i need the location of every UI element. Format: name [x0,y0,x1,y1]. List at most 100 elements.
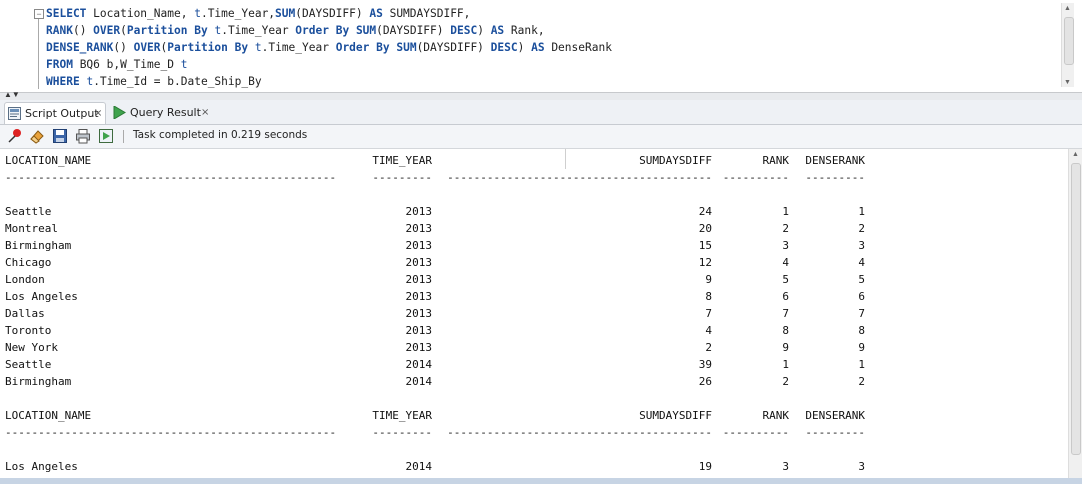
fold-toggle-icon[interactable]: − [34,9,44,19]
close-icon[interactable]: × [94,108,103,119]
cell: 2013 [405,290,433,303]
cell: 4 [782,256,789,269]
cell: 8 [782,324,789,337]
cell: ---------------------------------------- [447,426,712,439]
scroll-down-icon[interactable]: ▼ [1064,78,1071,86]
cell: SUMDAYSDIFF [639,409,712,422]
cell: 1 [782,205,789,218]
sql-token: t [86,75,94,88]
close-icon[interactable]: × [201,107,210,118]
print-icon[interactable] [75,128,91,144]
output-scrollbar[interactable]: ▲ [1068,149,1082,484]
sql-token: WHERE [46,75,80,88]
cell: 2014 [405,460,433,473]
cell: ----------------------------------------… [5,426,337,439]
cell: 12 [698,256,712,269]
sql-line[interactable]: RANK() OVER(Partition By t.Time_Year Ord… [46,22,612,39]
editor-scrollbar[interactable]: ▲ ▼ [1061,3,1074,87]
cell: 2013 [405,239,433,252]
sql-token: t [214,24,222,37]
sql-token: BQ6 b,W_Time_D [72,58,181,71]
scroll-up-icon[interactable]: ▲ [1072,150,1079,158]
sql-token: () [72,24,94,37]
sql-token: Partition By [126,24,208,37]
sql-token: ( [120,24,127,37]
cell: 2014 [405,358,433,371]
sql-code[interactable]: SELECT Location_Name, t.Time_Year,SUM(DA… [46,5,612,90]
cell: 2013 [405,222,433,235]
sql-token: (DAYSDIFF) [376,24,451,37]
sql-token: Location_Name, [86,7,195,20]
sql-token [248,41,255,54]
toolbar-separator [123,130,124,143]
cell: 2013 [405,205,433,218]
script-output-panel[interactable]: LOCATION_NAME TIME_YEAR SUMDAYSDIFF RANK DEN… [0,149,1068,484]
cell: Los Angeles [5,290,78,303]
bottom-edge-bar [0,478,1082,484]
cell: ----------------------------------------… [5,171,337,184]
cell: LOCATION_NAME [5,154,92,167]
cell: Los Angeles [5,460,78,473]
output-scroll-thumb[interactable] [1071,163,1081,455]
sql-line[interactable]: DENSE_RANK() OVER(Partition By t.Time_Ye… [46,39,612,56]
sql-token: Order By [335,41,390,54]
cell: DENSERANK [805,409,865,422]
scroll-up-icon[interactable]: ▲ [1064,4,1071,12]
cell: Toronto [5,324,52,337]
pin-icon[interactable] [7,128,23,144]
editor-gutter [0,0,30,92]
tab-query-result[interactable]: Query Result × [110,102,210,123]
cell: London [5,273,45,286]
cell: 19 [698,460,712,473]
save-icon[interactable] [52,128,68,144]
tab-script-output-label: Script Output [25,107,99,120]
cell: --------- [805,171,865,184]
sql-editor[interactable]: − SELECT Location_Name, t.Time_Year,SUM(… [0,0,1082,92]
cell: 7 [858,307,865,320]
run-query-icon [113,106,126,119]
column-divider [565,149,566,169]
cell: 2014 [405,375,433,388]
sql-token: () [113,41,134,54]
sql-token: .Time_Year [261,41,336,54]
sql-token: SUM [275,7,296,20]
cell: --------- [372,426,432,439]
editor-scroll-thumb[interactable] [1064,17,1074,65]
sql-token: Rank, [504,24,545,37]
collapse-arrows-icon[interactable]: ▲▼ [4,90,20,99]
cell: 5 [782,273,789,286]
sql-token: ( [160,41,168,54]
export-icon[interactable] [98,128,114,144]
sql-token: AS [531,41,545,54]
output-tabs: Script Output × Query Result × [0,100,1082,125]
sql-token: ) [477,24,491,37]
cell: ---------- [722,426,789,439]
sql-token: AS [490,24,505,37]
output-toolbar: Task completed in 0.219 seconds [0,125,1082,149]
eraser-icon[interactable] [29,128,45,144]
sql-line[interactable]: WHERE t.Time_Id = b.Date_Ship_By [46,73,612,90]
cell: 5 [858,273,865,286]
cell: 7 [705,307,712,320]
sql-token: .Time_Year, [200,7,276,20]
cell: Dallas [5,307,45,320]
sql-token: SUM [355,24,377,37]
sql-line[interactable]: FROM BQ6 b,W_Time_D t [46,56,612,73]
cell: Birmingham [5,375,72,388]
cell: 26 [698,375,712,388]
cell: 2 [705,341,712,354]
cell: 39 [698,358,712,371]
sql-token: ) [517,41,532,54]
tab-script-output[interactable]: Script Output × [4,102,106,124]
cell: LOCATION_NAME [5,409,92,422]
sql-line[interactable]: SELECT Location_Name, t.Time_Year,SUM(DA… [46,5,612,22]
cell: 2013 [405,341,433,354]
cell: 24 [698,205,712,218]
cell: --------- [805,426,865,439]
sql-token: t [254,41,262,54]
cell: 2 [782,375,789,388]
cell: 1 [858,358,865,371]
sql-token: OVER [93,24,121,37]
cell: 9 [858,341,865,354]
cell: --------- [372,171,432,184]
